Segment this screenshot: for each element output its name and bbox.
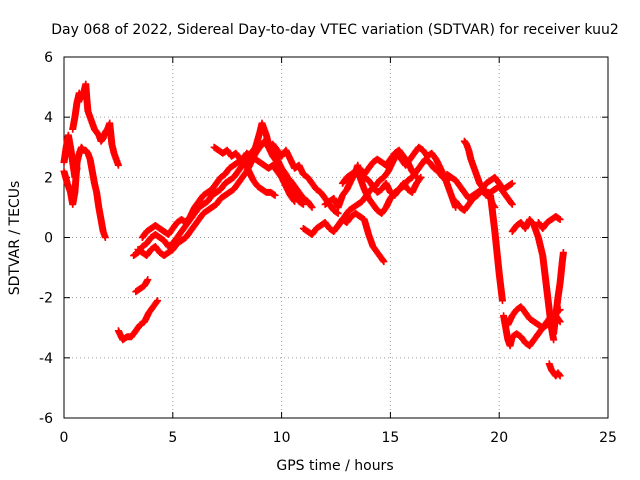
data-series-arc-9 (210, 143, 279, 199)
chart-title: Day 068 of 2022, Sidereal Day-to-day VTE… (51, 22, 619, 38)
data-series-arc-3 (69, 80, 122, 169)
y-axis-label: SDTVAR / TECUs (7, 181, 23, 296)
data-series-arc-22 (508, 215, 558, 344)
data-series-arc-5 (132, 276, 152, 296)
data-series-arc-14 (339, 146, 421, 187)
data-series-arc-24 (550, 249, 567, 338)
data-series-arc-6 (130, 119, 307, 260)
axis-ticks: 0 5 10 15 20 25 -6 -4 -2 0 2 4 6 (39, 50, 617, 446)
x-tick-label: 25 (599, 430, 617, 446)
x-tick-label: 5 (168, 430, 177, 446)
data-series-arc-19 (486, 191, 506, 305)
data-series-arc-18 (452, 173, 516, 214)
x-tick-label: 10 (273, 430, 291, 446)
y-tick-label: 6 (44, 50, 53, 66)
y-tick-label: 2 (44, 170, 53, 186)
x-tick-label: 0 (60, 430, 69, 446)
data-series-arc-4 (114, 297, 162, 344)
y-tick-label: -6 (39, 411, 53, 427)
data-markers (60, 80, 567, 380)
grid-lines (64, 57, 608, 418)
data-series-arc-2 (60, 143, 109, 241)
x-tick-label: 20 (490, 430, 508, 446)
data-series-arc-8 (134, 137, 316, 260)
y-tick-label: -2 (39, 291, 53, 307)
data-series-arc-25 (545, 360, 564, 380)
y-tick-label: 0 (44, 231, 53, 247)
data-series-arc-15 (360, 173, 425, 199)
data-series-arc-7 (138, 149, 299, 241)
x-axis-label: GPS time / hours (276, 458, 393, 474)
data-series-arc-23 (534, 212, 564, 232)
x-tick-label: 15 (381, 430, 399, 446)
y-tick-label: -4 (39, 351, 53, 367)
y-tick-label: 4 (44, 110, 53, 126)
